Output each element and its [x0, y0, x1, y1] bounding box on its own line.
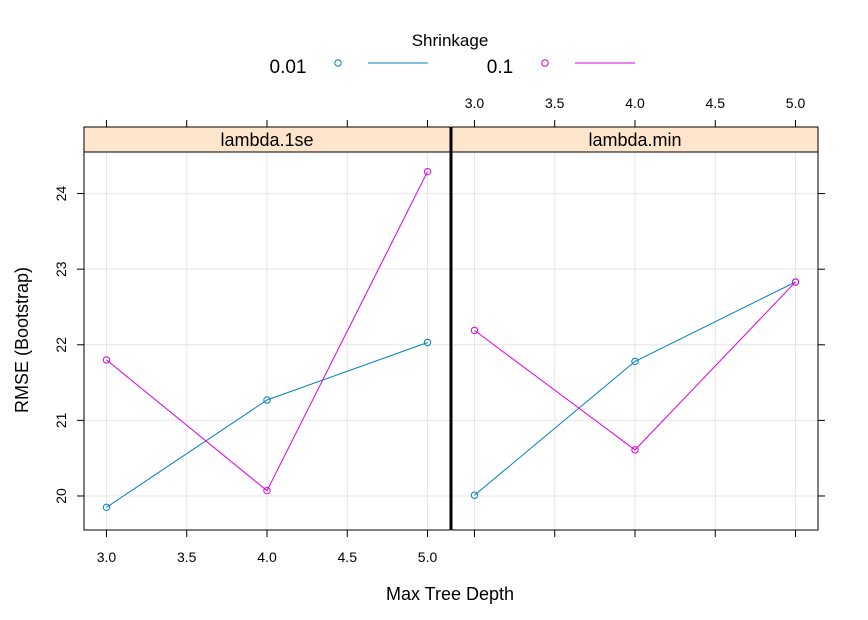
series-line-0.1: [106, 171, 428, 492]
panel-lambda-min: lambda.min: [451, 126, 819, 531]
left-y-axis: 20 21 22 23 24: [53, 186, 84, 504]
legend-marker: [541, 59, 549, 67]
x-tick-label: 5.0: [786, 95, 806, 111]
data-point: [423, 167, 432, 176]
x-tick-label: 4.5: [338, 549, 358, 565]
y-tick-label: 24: [53, 186, 69, 202]
x-tick-label: 3.0: [97, 549, 117, 565]
data-point: [631, 357, 639, 366]
series-line-0.01: [474, 281, 796, 496]
y-tick-label: 22: [53, 337, 69, 353]
data-point: [423, 338, 432, 347]
strip-label: lambda.1se: [220, 130, 313, 150]
x-tick-label: 4.0: [625, 95, 645, 111]
right-y-axis: [818, 193, 825, 497]
legend-marker: [334, 59, 342, 67]
strip-label: lambda.min: [588, 130, 681, 150]
data-point: [791, 278, 800, 286]
y-tick-label: 20: [53, 488, 69, 504]
data-point: [470, 491, 479, 499]
data-point: [102, 503, 111, 512]
legend-label: 0.1: [487, 57, 513, 78]
data-point: [263, 486, 271, 495]
data-point: [470, 326, 479, 335]
y-tick-label: 23: [53, 261, 69, 277]
x-tick-label: 4.0: [257, 549, 277, 565]
legend-title: Shrinkage: [412, 31, 489, 50]
top-x-axis: 3.0 3.5 4.0 4.5 5.0: [105, 95, 806, 127]
x-tick-label: 4.5: [706, 95, 726, 111]
x-tick-label: 3.5: [177, 549, 197, 565]
legend: Shrinkage 0.01 0.1: [270, 31, 635, 78]
bottom-x-axis: 3.0 3.5 4.0 4.5 5.0: [97, 530, 797, 565]
legend-label: 0.01: [270, 57, 307, 78]
y-axis-title: RMSE (Bootstrap): [12, 267, 32, 413]
data-point: [102, 356, 111, 364]
series-line-0.01: [106, 342, 428, 508]
x-axis-title: Max Tree Depth: [386, 584, 514, 604]
panel-strip: [451, 126, 819, 153]
series-line-0.1: [474, 281, 796, 451]
data-point: [263, 396, 271, 404]
x-tick-label: 3.5: [545, 95, 565, 111]
x-tick-label: 5.0: [418, 549, 438, 565]
y-tick-label: 21: [53, 412, 69, 428]
x-tick-label: 3.0: [465, 95, 485, 111]
data-point: [631, 446, 639, 454]
panel-lambda-1se: lambda.1se: [83, 126, 451, 531]
